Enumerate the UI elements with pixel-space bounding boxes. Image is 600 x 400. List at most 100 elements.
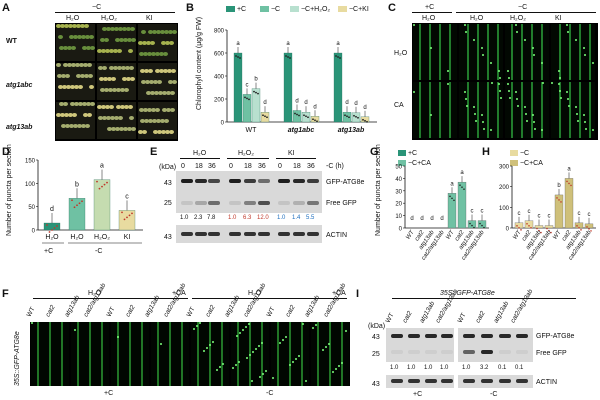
cell-wall	[61, 322, 63, 386]
seedling	[89, 35, 94, 39]
cell-wall	[439, 24, 441, 80]
seedling	[98, 66, 103, 70]
panel-i-band-actin: ACTIN	[536, 379, 557, 386]
panel-d-group-plus: +C	[44, 248, 54, 255]
seedling	[72, 24, 77, 28]
seedling	[87, 63, 92, 67]
x-tick-label: cat2	[561, 229, 573, 242]
puncta	[533, 121, 535, 123]
seedling	[148, 69, 153, 73]
band	[244, 179, 256, 183]
band	[195, 232, 207, 236]
confocal-image	[413, 82, 457, 138]
puncta	[576, 113, 578, 115]
puncta	[413, 24, 415, 26]
panel-i-marker-43b: 43	[372, 381, 380, 388]
panel-f-label: F	[2, 288, 9, 300]
significance-letter: d	[430, 216, 433, 222]
band	[441, 350, 453, 354]
cell-wall	[141, 322, 143, 386]
cell-wall	[101, 322, 103, 386]
band	[516, 379, 528, 383]
cell-wall	[569, 82, 571, 138]
panel-e-time-tick: 18	[244, 163, 252, 170]
panel-f-genotype: WT	[185, 305, 197, 319]
puncta	[585, 128, 587, 130]
data-point	[244, 96, 246, 99]
puncta	[242, 329, 244, 331]
data-point	[339, 57, 341, 59]
data-point	[590, 230, 592, 232]
seedling	[67, 63, 72, 67]
panel-i-marker-43: 43	[372, 334, 380, 341]
band	[408, 334, 420, 338]
panel-e-line-0	[180, 158, 220, 159]
seedling	[109, 105, 114, 109]
x-tick-label: cat2	[521, 229, 533, 242]
band	[499, 350, 511, 354]
legend-label: −C+CA	[407, 160, 431, 167]
panel-a-row-0: WT	[6, 38, 17, 45]
confocal-image	[551, 24, 595, 80]
puncta	[584, 121, 586, 123]
blot-i-top-plus	[386, 328, 454, 362]
seedling-plate	[97, 24, 136, 61]
puncta	[515, 24, 517, 26]
puncta	[482, 121, 484, 123]
panel-i-band-gfp-atg8e: GFP-ATG8e	[536, 333, 575, 340]
panel-c-line-plus	[412, 12, 452, 13]
data-point	[335, 55, 337, 57]
puncta	[559, 90, 561, 92]
puncta	[305, 380, 307, 382]
chart-g-svg: 01020304050dWTdcat2datg13abdcat2/atg13ab…	[395, 165, 489, 262]
data-point	[123, 218, 126, 221]
seedling	[87, 113, 92, 117]
band	[208, 179, 220, 183]
seedling	[170, 91, 175, 95]
seedling	[76, 24, 81, 28]
puncta	[575, 39, 577, 41]
panel-i-kda: (kDa)	[368, 323, 386, 330]
puncta	[298, 355, 300, 357]
puncta	[516, 31, 518, 33]
band	[208, 232, 220, 236]
puncta	[292, 361, 294, 363]
x-tick-label: WT	[512, 229, 523, 241]
seedling	[110, 116, 115, 120]
seedling	[61, 74, 66, 78]
significance-letter: c	[246, 82, 249, 88]
panel-f-genotype: cat2/atg13ab	[322, 282, 348, 319]
band	[408, 379, 420, 383]
significance-letter: c	[578, 211, 581, 217]
bar	[524, 220, 534, 229]
band	[425, 334, 437, 338]
x-tick-label: H₂O	[70, 234, 84, 241]
data-point	[314, 119, 316, 122]
seedling	[116, 88, 121, 92]
seedling	[168, 30, 173, 34]
cell-wall	[579, 24, 581, 80]
panel-f-genotype: cat2	[124, 304, 137, 319]
panel-d-label: D	[2, 146, 10, 158]
seedling	[69, 35, 74, 39]
seedling	[85, 124, 90, 128]
legend-label: −C	[519, 150, 530, 157]
significance-letter: b	[557, 183, 561, 189]
seedling	[115, 127, 120, 131]
puncta	[259, 376, 261, 378]
puncta	[567, 98, 569, 100]
significance-letter: c	[528, 209, 531, 215]
cell-wall	[477, 82, 479, 138]
puncta	[279, 342, 281, 344]
panel-e-ratio: 12.0	[257, 215, 269, 221]
data-point	[255, 91, 257, 94]
puncta	[551, 82, 553, 84]
data-point	[307, 116, 309, 119]
puncta	[481, 47, 483, 49]
band	[258, 201, 270, 205]
data-point	[453, 199, 455, 202]
panel-f-genotype: cat2/atg13ab	[162, 282, 188, 319]
significance-letter: d	[410, 216, 413, 222]
puncta	[507, 70, 509, 72]
data-point	[576, 225, 578, 227]
